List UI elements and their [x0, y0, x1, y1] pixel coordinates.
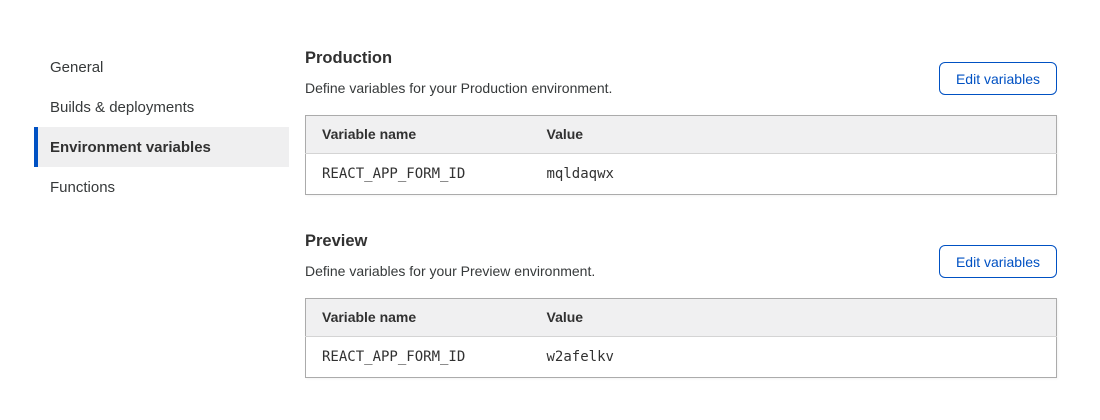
- section-title-preview: Preview: [305, 232, 368, 250]
- environment-variables-panel: Production Define variables for your Pro…: [305, 48, 1057, 378]
- production-section-text: Production Define variables for your Pro…: [305, 48, 612, 97]
- section-description-production: Define variables for your Production env…: [305, 80, 613, 96]
- table-row: REACT_APP_FORM_ID w2afelkv: [305, 336, 1057, 378]
- variable-name-cell: REACT_APP_FORM_ID: [305, 336, 531, 378]
- sidebar-item-builds-deployments[interactable]: Builds & deployments: [50, 98, 195, 116]
- column-header-variable-name: Variable name: [305, 298, 531, 337]
- section-title-production: Production: [305, 49, 393, 67]
- table-header-row: Variable name Value: [305, 115, 1057, 154]
- production-section: Production Define variables for your Pro…: [305, 48, 1057, 195]
- table-header-row: Variable name Value: [305, 298, 1057, 337]
- sidebar-item-functions[interactable]: Functions: [50, 178, 116, 196]
- column-header-value: Value: [530, 298, 1057, 337]
- column-header-variable-name: Variable name: [305, 115, 531, 154]
- env-vars-table-preview: Variable name Value REACT_APP_FORM_ID w2…: [305, 298, 1057, 378]
- env-vars-table-production: Variable name Value REACT_APP_FORM_ID mq…: [305, 115, 1057, 195]
- variable-value-cell: w2afelkv: [530, 336, 1057, 378]
- edit-variables-button-preview[interactable]: Edit variables: [938, 245, 1057, 278]
- preview-section-text: Preview Define variables for your Previe…: [305, 231, 595, 280]
- section-description-preview: Define variables for your Preview enviro…: [305, 263, 596, 279]
- preview-section: Preview Define variables for your Previe…: [305, 231, 1057, 378]
- column-header-value: Value: [530, 115, 1057, 154]
- variable-value-cell: mqldaqwx: [530, 153, 1057, 195]
- edit-variables-button-production[interactable]: Edit variables: [938, 62, 1057, 95]
- sidebar-item-environment-variables[interactable]: Environment variables: [34, 127, 289, 167]
- preview-section-header: Preview Define variables for your Previe…: [305, 231, 1057, 280]
- production-section-header: Production Define variables for your Pro…: [305, 48, 1057, 97]
- sidebar-item-general[interactable]: General: [50, 58, 104, 76]
- settings-sidebar: General Builds & deployments Environment…: [34, 47, 289, 207]
- variable-name-cell: REACT_APP_FORM_ID: [305, 153, 531, 195]
- table-row: REACT_APP_FORM_ID mqldaqwx: [305, 153, 1057, 195]
